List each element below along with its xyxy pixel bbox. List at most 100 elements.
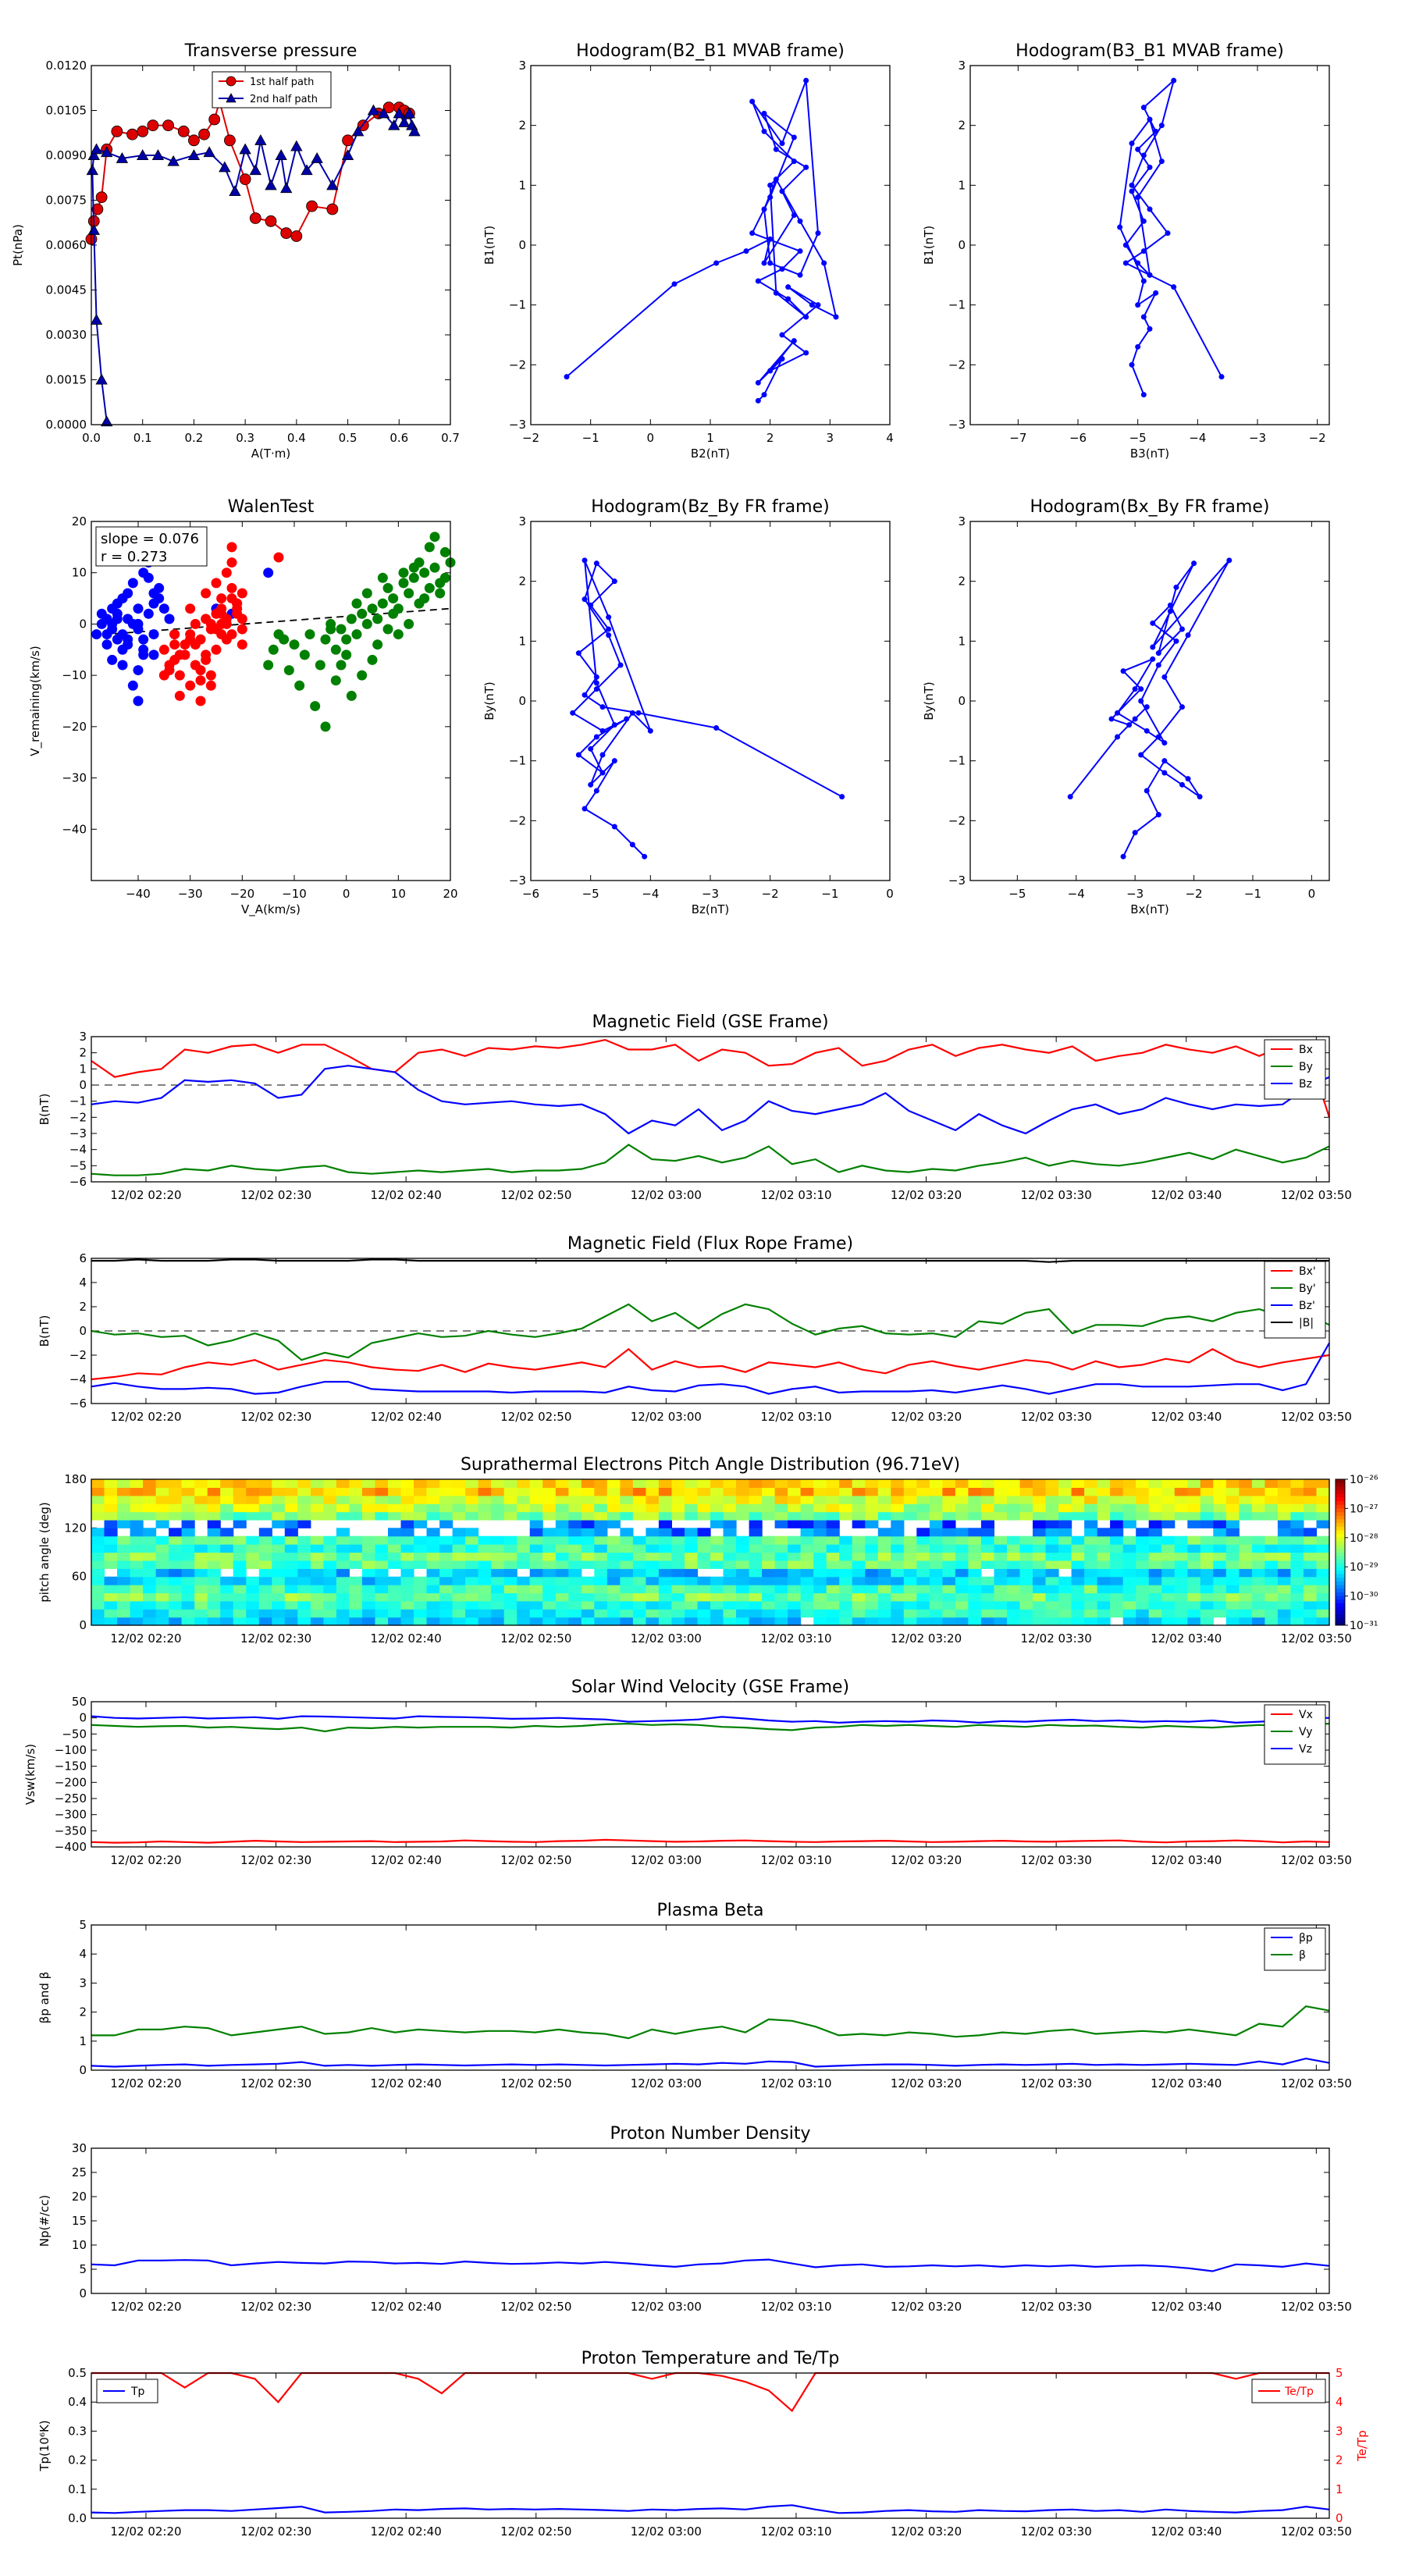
heatmap-cell [143,1495,157,1504]
heatmap-cell [542,1609,557,1618]
data-point [195,675,206,686]
heatmap-cell [104,1576,118,1585]
data-point [148,629,159,640]
heatmap-cell [658,1495,672,1504]
heatmap-cell [697,1576,711,1585]
heatmap-cell [388,1544,402,1553]
heatmap-cell [104,1585,118,1594]
heatmap-cell [632,1503,646,1513]
heatmap-cell [155,1609,169,1618]
heatmap-cell [606,1592,621,1602]
data-point [117,660,128,671]
heatmap-cell [272,1568,286,1578]
data-point [263,568,274,578]
data-point [1158,123,1165,129]
heatmap-cell [336,1617,350,1626]
heatmap-cell [658,1560,672,1569]
heatmap-cell [723,1487,737,1496]
time-tick-label: 12/02 03:30 [1021,2300,1092,2314]
x-axis-label: V_A(km/s) [241,902,301,917]
heatmap-cell [568,1479,582,1488]
time-tick-label: 12/02 03:00 [631,1853,702,1867]
heatmap-cell [788,1585,802,1594]
heatmap-cell [258,1503,272,1513]
heatmap-cell [478,1479,492,1488]
data-point [87,224,100,235]
heatmap-cell [336,1503,350,1513]
data-point [367,603,378,614]
heatmap-cell [762,1511,776,1521]
heatmap-cell [143,1503,157,1513]
heatmap-cell [220,1544,234,1553]
y-tick-label: −10 [62,668,87,682]
heatmap-cell [1174,1552,1188,1561]
heatmap-cell [1304,1585,1318,1594]
heatmap-cell [529,1544,543,1553]
data-point [320,634,331,645]
heatmap-cell [994,1535,1008,1545]
heatmap-cell [774,1495,788,1504]
heatmap-cell [581,1495,595,1504]
heatmap-cell [1187,1519,1201,1528]
data-point [158,603,169,614]
heatmap-cell [723,1544,737,1553]
heatmap-cell [646,1560,660,1569]
heatmap-cell [980,1528,994,1537]
data-point [635,710,642,716]
data-point [570,710,576,716]
y-tick-label: 0.0090 [46,148,87,162]
heatmap-cell [1213,1544,1227,1553]
series-line [91,2057,1330,2068]
heatmap-cell [1097,1479,1111,1488]
heatmap-cell [375,1600,389,1610]
heatmap-cell [1264,1511,1279,1521]
heatmap-cell [310,1609,324,1618]
data-point [367,104,380,116]
heatmap-cell [903,1511,917,1521]
heatmap-cell [1187,1511,1201,1521]
legend-label: Vz [1299,1743,1312,1756]
heatmap-cell [310,1487,324,1496]
heatmap-cell [762,1600,776,1610]
heatmap-cell [452,1576,466,1585]
heatmap-cell [1097,1585,1111,1594]
data-point [624,716,630,722]
heatmap-cell [1187,1609,1201,1618]
data-point [1147,206,1153,212]
heatmap-cell [361,1592,375,1602]
heatmap-cell [439,1511,454,1521]
heatmap-cell [349,1552,363,1561]
heatmap-cell [1239,1576,1253,1585]
time-tick-label: 12/02 03:50 [1281,1631,1352,1646]
heatmap-cell [426,1503,440,1513]
heatmap-cell [323,1560,337,1569]
chart-title: Hodogram(Bz_By FR frame) [591,497,829,517]
data-point [367,654,378,665]
right-axis-label: Te/Tp [1355,2430,1369,2462]
heatmap-cell [632,1576,646,1585]
heatmap-cell [349,1487,363,1496]
data-point [249,212,261,224]
heatmap-cell [258,1560,272,1569]
heatmap-cell [891,1552,905,1561]
heatmap-cell [1225,1479,1240,1488]
heatmap-cell [169,1585,183,1594]
heatmap-cell [1148,1487,1162,1496]
data-point [803,350,809,356]
heatmap-cell [891,1479,905,1488]
heatmap-cell [452,1495,466,1504]
heatmap-cell [529,1592,543,1602]
heatmap-cell [400,1560,414,1569]
series-line [91,1038,1331,1118]
heatmap-cell [916,1511,930,1521]
heatmap-cells [91,1479,1330,1626]
y-tick-label: −200 [55,1775,87,1789]
heatmap-cell [1007,1617,1021,1626]
heatmap-cell [594,1560,608,1569]
heatmap-cell [104,1511,118,1521]
heatmap-cell [143,1528,157,1537]
heatmap-cell [284,1617,298,1626]
heatmap-cell [916,1592,930,1602]
heatmap-cell [852,1560,866,1569]
